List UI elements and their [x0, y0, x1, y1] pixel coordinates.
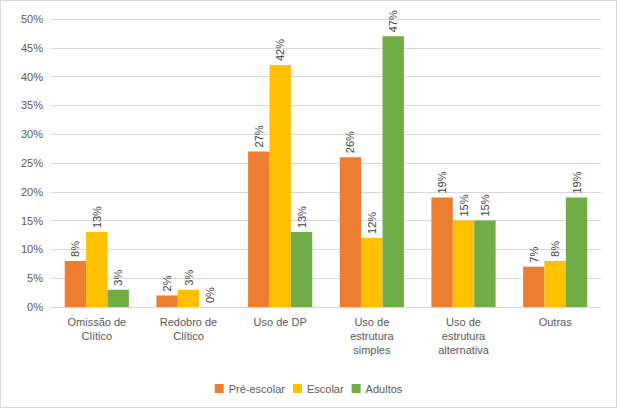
svg-text:5%: 5% — [27, 272, 43, 284]
svg-text:Uso de: Uso de — [446, 316, 481, 328]
svg-text:Redobro de: Redobro de — [160, 316, 218, 328]
svg-text:estrutura: estrutura — [350, 330, 394, 342]
svg-text:2%: 2% — [161, 275, 173, 291]
svg-text:12%: 12% — [366, 212, 378, 234]
svg-text:3%: 3% — [183, 270, 195, 286]
svg-text:15%: 15% — [479, 194, 491, 216]
svg-text:Outras: Outras — [539, 316, 573, 328]
svg-text:26%: 26% — [344, 131, 356, 153]
svg-text:19%: 19% — [571, 171, 583, 193]
svg-text:42%: 42% — [274, 39, 286, 61]
svg-text:45%: 45% — [21, 42, 43, 54]
svg-text:40%: 40% — [21, 71, 43, 83]
svg-text:Clítico: Clítico — [173, 330, 204, 342]
svg-text:30%: 30% — [21, 128, 43, 140]
svg-text:Uso de DP: Uso de DP — [254, 316, 307, 328]
svg-text:50%: 50% — [21, 13, 43, 25]
svg-text:25%: 25% — [21, 157, 43, 169]
svg-text:27%: 27% — [253, 125, 265, 147]
svg-text:Clítico: Clítico — [82, 330, 113, 342]
svg-text:15%: 15% — [21, 215, 43, 227]
svg-text:47%: 47% — [387, 10, 399, 32]
svg-text:0%: 0% — [27, 301, 43, 313]
svg-text:Adultos: Adultos — [366, 383, 403, 395]
svg-text:19%: 19% — [436, 171, 448, 193]
svg-text:8%: 8% — [69, 241, 81, 257]
svg-text:Omissão de: Omissão de — [67, 316, 126, 328]
svg-text:35%: 35% — [21, 99, 43, 111]
svg-text:10%: 10% — [21, 243, 43, 255]
svg-text:13%: 13% — [91, 206, 103, 228]
svg-text:Uso de: Uso de — [354, 316, 389, 328]
svg-text:Pré-escolar: Pré-escolar — [229, 383, 286, 395]
svg-text:8%: 8% — [549, 241, 561, 257]
svg-text:estrutura: estrutura — [442, 330, 486, 342]
svg-text:15%: 15% — [458, 194, 470, 216]
svg-text:13%: 13% — [296, 206, 308, 228]
svg-text:3%: 3% — [112, 270, 124, 286]
svg-text:7%: 7% — [528, 247, 540, 263]
svg-text:0%: 0% — [204, 287, 216, 303]
svg-text:alternativa: alternativa — [438, 344, 490, 356]
svg-text:Escolar: Escolar — [307, 383, 344, 395]
svg-text:20%: 20% — [21, 186, 43, 198]
svg-text:simples: simples — [353, 344, 391, 356]
